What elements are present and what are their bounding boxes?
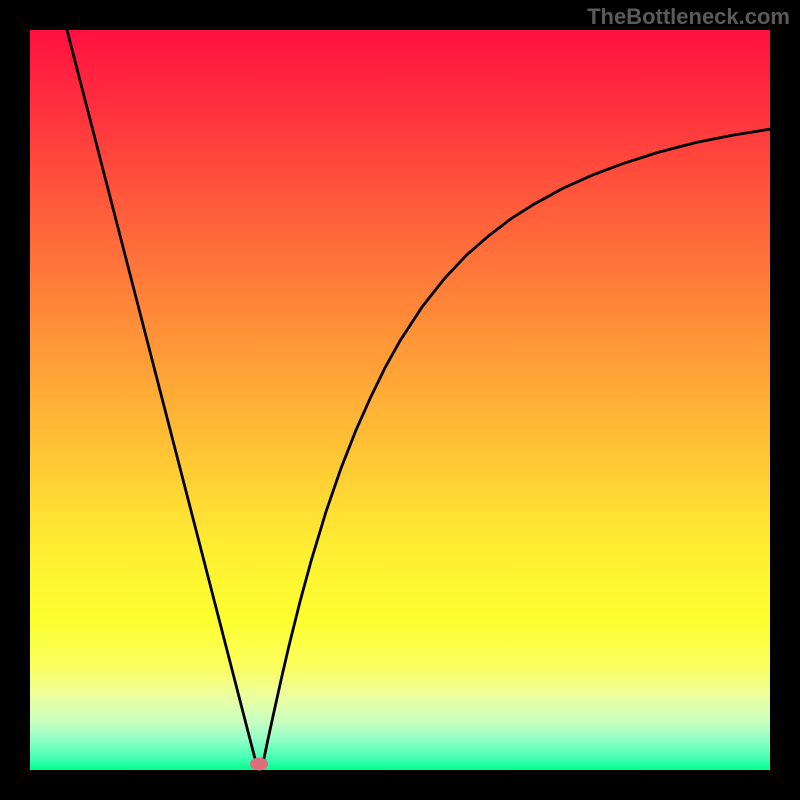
curves-svg [30, 30, 770, 770]
curve-left [67, 30, 258, 770]
minimum-marker [250, 758, 268, 771]
curve-right [262, 129, 770, 770]
chart-container: TheBottleneck.com [0, 0, 800, 800]
watermark-text: TheBottleneck.com [587, 4, 790, 30]
plot-area [30, 30, 770, 770]
